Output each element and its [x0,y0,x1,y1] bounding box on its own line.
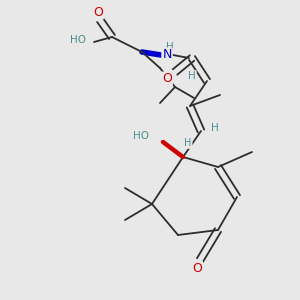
Text: N: N [162,49,172,62]
Text: HO: HO [133,131,149,141]
Text: HO: HO [70,35,86,45]
Text: H: H [211,123,219,133]
Text: H: H [188,71,196,81]
Text: O: O [162,73,172,85]
Text: H: H [184,138,192,148]
Text: O: O [93,5,103,19]
Text: H: H [166,42,174,52]
Text: O: O [192,262,202,275]
